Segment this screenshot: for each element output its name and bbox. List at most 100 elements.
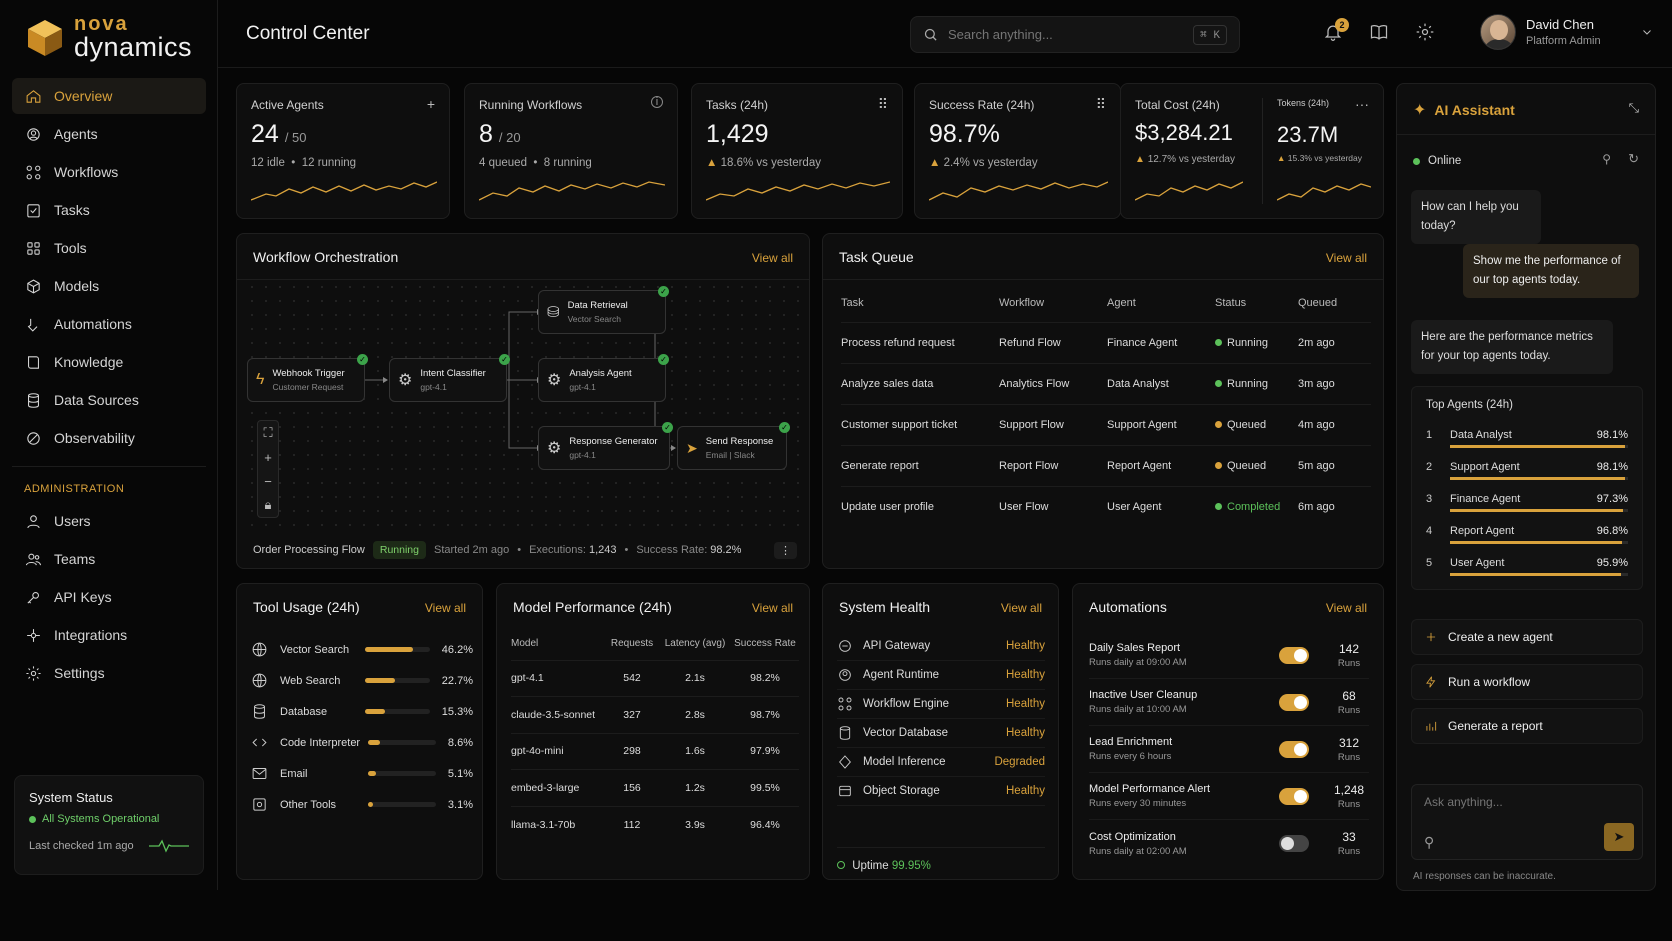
kpi-delta: 18.6%	[720, 157, 754, 169]
fullscreen-icon[interactable]: ⛶	[263, 425, 273, 440]
search-box[interactable]: ⌘ K	[910, 16, 1240, 53]
grid-menu-icon[interactable]: ⠿	[1095, 96, 1106, 112]
sidebar-item-api-keys[interactable]: API Keys	[12, 579, 206, 615]
grid-menu-icon[interactable]: ⠿	[877, 96, 888, 112]
automation-toggle[interactable]	[1279, 740, 1309, 758]
sidebar-item-users[interactable]: Users	[12, 503, 206, 539]
runs-label: Runs	[1337, 846, 1361, 857]
sidebar-item-knowledge[interactable]: Knowledge	[12, 344, 206, 380]
view-all-link[interactable]: View all	[751, 601, 793, 615]
sidebar-item-label: API Keys	[54, 589, 112, 605]
table-row[interactable]: gpt-4.1 542 2.1s 98.2%	[511, 659, 799, 697]
node-send-response[interactable]: ➤ Send Response Email | Slack ✓	[677, 422, 790, 470]
radar-icon	[24, 429, 42, 447]
node-data-retrieval[interactable]: ⛁ Data Retrieval Vector Search ✓	[538, 286, 669, 334]
create-agent-button[interactable]: Create a new agent	[1411, 619, 1643, 655]
view-all-link[interactable]: View all	[1000, 601, 1042, 615]
automation-toggle[interactable]	[1279, 835, 1309, 852]
chat-input-box[interactable]: ⚲ ➤	[1411, 784, 1643, 860]
plus-icon[interactable]: +	[426, 96, 435, 112]
workflow-canvas[interactable]: ϟ Webhook Trigger Customer Request ✓ ⚙ In…	[245, 280, 801, 530]
tool-bar-fill	[364, 647, 414, 652]
zoom-in-icon[interactable]: +	[264, 449, 272, 465]
table-row[interactable]: Process refund request Refund Flow Finance…	[841, 321, 1371, 363]
sidebar-item-teams[interactable]: Teams	[12, 541, 206, 577]
agent-cell: Finance Agent	[1107, 321, 1215, 363]
settings-button[interactable]	[1415, 22, 1437, 44]
automation-toggle[interactable]	[1279, 646, 1309, 664]
requests-cell: 327	[605, 696, 659, 733]
refresh-icon[interactable]: ↻	[1628, 151, 1639, 166]
send-button[interactable]: ➤	[1604, 823, 1634, 851]
table-row[interactable]: llama-3.1-70b 112 3.9s 96.4%	[511, 805, 799, 843]
attach-icon[interactable]: ⚲	[1424, 834, 1435, 850]
status-dot	[1215, 502, 1222, 510]
runs-label: Runs	[1337, 751, 1361, 763]
search-input[interactable]	[948, 27, 1194, 42]
notifications-button[interactable]: 2	[1323, 18, 1349, 44]
sidebar-item-overview[interactable]: Overview	[12, 78, 206, 114]
more-vertical-icon[interactable]: ⋮	[774, 541, 797, 559]
chat-input[interactable]	[1424, 795, 1624, 809]
info-icon[interactable]: i	[651, 96, 663, 108]
collapse-icon[interactable]: ⤡	[1628, 100, 1639, 115]
trend-up-icon: ▲	[1277, 153, 1286, 163]
sidebar-item-data-sources[interactable]: Data Sources	[12, 382, 206, 418]
pin-icon[interactable]: ⚲	[1602, 152, 1611, 166]
table-row[interactable]: Generate report Report Flow Report Agent Q…	[841, 444, 1371, 486]
sparkle-icon: ✦	[1413, 102, 1427, 119]
lock-icon[interactable]: 🔒︎	[264, 497, 272, 512]
sparkline	[1277, 183, 1371, 201]
more-icon[interactable]: ···	[1355, 96, 1369, 112]
run-workflow-button[interactable]: Run a workflow	[1411, 664, 1643, 700]
automation-schedule: Runs every 6 hours	[1089, 751, 1172, 762]
panel-divider	[823, 279, 1383, 280]
team-icon	[24, 550, 42, 568]
table-row[interactable]: Update user profile User Flow User Agent C…	[841, 485, 1371, 527]
uptime-dot	[837, 861, 845, 869]
col-model: Model	[511, 638, 539, 650]
node-analysis-agent[interactable]: ⚙ Analysis Agent gpt-4.1 ✓	[538, 354, 669, 402]
sidebar-item-observability[interactable]: Observability	[12, 420, 206, 456]
sidebar-item-settings[interactable]: Settings	[12, 655, 206, 691]
docs-button[interactable]	[1369, 22, 1391, 44]
sidebar-item-tasks[interactable]: Tasks	[12, 192, 206, 228]
panel-title: Automations	[1089, 599, 1167, 615]
agent-cell: Report Agent	[1107, 444, 1215, 486]
sidebar-item-automations[interactable]: Automations	[12, 306, 206, 342]
node-intent-classifier[interactable]: ⚙ Intent Classifier gpt-4.1 ✓	[389, 354, 510, 402]
sidebar-item-models[interactable]: Models	[12, 268, 206, 304]
view-all-link[interactable]: View all	[1325, 601, 1367, 615]
view-all-link[interactable]: View all	[424, 601, 466, 615]
view-all-link[interactable]: View all	[1325, 251, 1367, 265]
automation-toggle[interactable]	[1279, 693, 1309, 711]
kpi-delta: 2.4%	[943, 157, 970, 169]
tool-name: Code Interpreter	[280, 736, 361, 749]
node-response-generator[interactable]: ⚙ Response Generator gpt-4.1 ✓	[538, 422, 673, 470]
tool-usage-panel: Tool Usage (24h) View all Vector Search 4…	[236, 583, 483, 880]
automation-toggle[interactable]	[1279, 787, 1309, 805]
queued-cell: 2m ago	[1298, 321, 1371, 363]
generate-report-button[interactable]: Generate a report	[1411, 708, 1643, 744]
view-all-link[interactable]: View all	[751, 251, 793, 265]
system-health-panel: System Health View all API Gateway Health…	[822, 583, 1059, 880]
service-status: Healthy	[1006, 698, 1045, 710]
table-row[interactable]: Customer support ticket Support Flow Suppo…	[841, 403, 1371, 445]
flow-started: Started 2m ago	[434, 544, 510, 556]
sidebar-item-workflows[interactable]: Workflows	[12, 154, 206, 190]
table-row[interactable]: gpt-4o-mini 298 1.6s 97.9%	[511, 732, 799, 770]
table-row[interactable]: embed-3-large 156 1.2s 99.5%	[511, 769, 799, 806]
kpi-active-agents: Active Agents + 24/ 50 12 idle • 12 runn…	[236, 83, 450, 219]
agent-pct: 98.1%	[1596, 461, 1628, 473]
list-item: Object Storage Healthy	[837, 777, 1045, 806]
node-webhook-trigger[interactable]: ϟ Webhook Trigger Customer Request ✓	[247, 354, 368, 402]
table-row[interactable]: claude-3.5-sonnet 327 2.8s 98.7%	[511, 696, 799, 733]
sidebar-item-tools[interactable]: Tools	[12, 230, 206, 266]
user-menu[interactable]: David Chen Platform Admin	[1480, 14, 1653, 50]
table-row[interactable]: Analyze sales data Analytics Flow Data Ana…	[841, 362, 1371, 404]
sidebar-item-agents[interactable]: Agents	[12, 116, 206, 152]
models-icon	[24, 277, 42, 295]
zoom-out-icon[interactable]: −	[264, 473, 272, 489]
sidebar-item-integrations[interactable]: Integrations	[12, 617, 206, 653]
heartbeat-icon	[149, 839, 189, 853]
